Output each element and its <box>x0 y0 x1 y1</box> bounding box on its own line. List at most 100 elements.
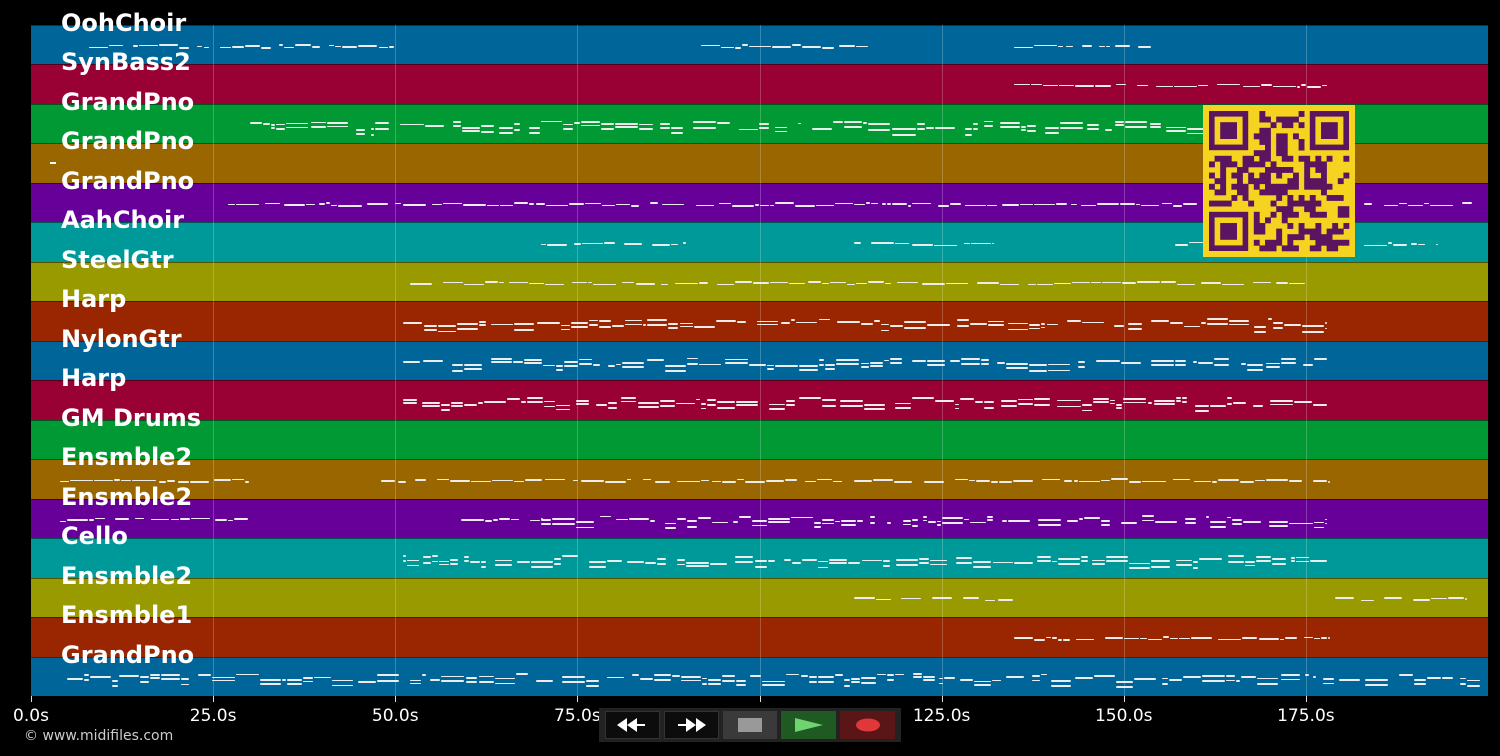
track-lane[interactable] <box>31 419 1488 460</box>
midi-note <box>1364 244 1388 247</box>
midi-note <box>395 202 402 205</box>
midi-note <box>536 321 561 324</box>
midi-note <box>1448 597 1464 599</box>
track-lane[interactable] <box>31 538 1488 578</box>
midi-note <box>564 360 579 363</box>
midi-note <box>220 46 232 49</box>
midi-note <box>1115 124 1124 127</box>
piano-roll[interactable] <box>31 25 1488 696</box>
midi-note <box>647 324 668 326</box>
midi-note <box>861 677 876 680</box>
midi-note <box>733 521 738 523</box>
midi-note <box>1155 520 1177 523</box>
record-button[interactable] <box>840 711 895 739</box>
midi-note <box>861 682 876 685</box>
midi-note <box>1320 637 1327 639</box>
track-lane[interactable] <box>31 261 1488 302</box>
midi-note <box>118 675 139 677</box>
midi-note <box>470 561 480 563</box>
midi-note <box>1259 638 1279 640</box>
midi-note <box>716 401 736 403</box>
midi-note <box>991 679 1002 682</box>
stop-button[interactable] <box>722 711 778 739</box>
midi-note <box>1058 639 1062 641</box>
midi-note <box>432 555 438 557</box>
midi-note <box>999 126 1020 129</box>
midi-note <box>342 46 357 48</box>
midi-note <box>531 566 554 569</box>
axis-tick-label: 125.0s <box>912 706 971 726</box>
fast-forward-button[interactable] <box>663 711 719 739</box>
midi-note <box>883 560 890 563</box>
midi-note <box>821 519 834 521</box>
midi-note <box>1464 598 1467 600</box>
track-lane[interactable] <box>31 656 1488 696</box>
midi-note <box>1221 283 1245 286</box>
midi-note <box>657 562 667 565</box>
rewind-button[interactable] <box>605 711 660 739</box>
midi-note <box>120 479 132 482</box>
track-lane[interactable] <box>31 577 1488 618</box>
midi-note <box>824 363 836 366</box>
midi-note <box>702 683 708 685</box>
midi-note <box>792 562 801 565</box>
midi-note <box>1324 522 1327 525</box>
midi-note <box>718 202 732 205</box>
track-lane[interactable] <box>31 64 1488 104</box>
midi-note <box>1060 121 1084 124</box>
midi-note <box>1290 560 1296 563</box>
midi-note <box>794 205 816 207</box>
midi-note <box>754 565 768 568</box>
midi-note <box>993 561 1013 564</box>
midi-note <box>1256 560 1271 563</box>
midi-note <box>574 243 582 245</box>
midi-note <box>860 366 869 368</box>
midi-note <box>495 677 516 680</box>
midi-note <box>869 521 876 524</box>
midi-note <box>955 403 959 406</box>
midi-note <box>1268 524 1289 527</box>
track-lane[interactable] <box>31 301 1488 341</box>
midi-note <box>491 479 513 482</box>
midi-note <box>498 127 513 130</box>
midi-note <box>725 362 748 364</box>
axis-tick-label: 175.0s <box>1277 706 1335 726</box>
axis-tick <box>577 696 579 702</box>
track-lane[interactable] <box>31 340 1488 381</box>
midi-note <box>990 481 999 483</box>
midi-note <box>1398 202 1407 205</box>
midi-note <box>1217 638 1241 641</box>
track-lane[interactable] <box>31 498 1488 539</box>
midi-note <box>167 480 176 482</box>
midi-note <box>1364 203 1373 205</box>
midi-note <box>449 480 470 482</box>
midi-note <box>375 127 389 130</box>
track-lane[interactable] <box>31 25 1488 65</box>
midi-note <box>1110 399 1116 402</box>
midi-note <box>844 125 863 128</box>
play-button[interactable] <box>781 711 837 739</box>
midi-note <box>171 518 180 520</box>
midi-note <box>579 358 592 361</box>
midi-note <box>1147 401 1152 404</box>
midi-note <box>1040 673 1047 676</box>
midi-note <box>546 204 569 207</box>
midi-note <box>260 682 281 685</box>
track-lane[interactable] <box>31 459 1488 499</box>
midi-note <box>424 125 444 128</box>
midi-note <box>556 365 564 368</box>
midi-note <box>1182 401 1188 404</box>
midi-note <box>999 121 1020 124</box>
midi-note <box>665 527 677 529</box>
midi-note <box>736 400 758 403</box>
midi-note <box>807 281 822 283</box>
midi-note <box>1322 84 1327 87</box>
track-lane[interactable] <box>31 617 1488 657</box>
midi-note <box>261 47 271 49</box>
midi-note <box>734 47 741 49</box>
track-lane[interactable] <box>31 380 1488 420</box>
midi-note <box>1228 320 1250 322</box>
midi-note <box>530 519 540 522</box>
axis-tick <box>31 696 32 702</box>
midi-note <box>869 362 884 364</box>
